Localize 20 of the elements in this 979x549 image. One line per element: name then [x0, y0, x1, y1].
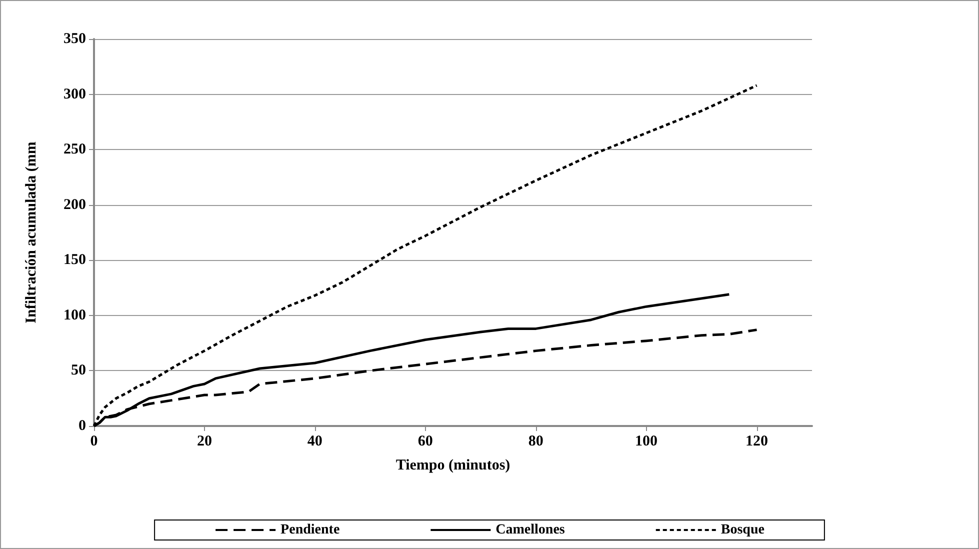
x-tick-label: 120 — [746, 434, 768, 450]
legend-label: Bosque — [720, 522, 764, 538]
y-axis-title: Infiltración acumulada (mm — [24, 141, 40, 324]
y-tick-label: 0 — [78, 418, 86, 434]
y-tick-label: 350 — [64, 31, 86, 47]
x-tick-label: 60 — [418, 434, 433, 450]
y-tick-label: 150 — [64, 252, 86, 268]
y-tick-label: 200 — [64, 196, 86, 213]
x-tick-label: 0 — [90, 434, 98, 450]
x-tick-label: 40 — [307, 434, 322, 450]
y-tick-label: 300 — [64, 86, 86, 102]
x-tick-label: 20 — [196, 434, 212, 450]
y-tick-label: 50 — [71, 362, 86, 379]
x-tick-label: 100 — [635, 434, 658, 450]
y-tick-label: 100 — [64, 307, 86, 324]
legend-label: Camellones — [496, 522, 566, 538]
x-tick-label: 80 — [528, 434, 544, 450]
y-tick-label: 250 — [64, 142, 86, 158]
x-axis-title: Tiempo (minutos) — [396, 458, 510, 474]
legend-label: Pendiente — [280, 522, 340, 538]
